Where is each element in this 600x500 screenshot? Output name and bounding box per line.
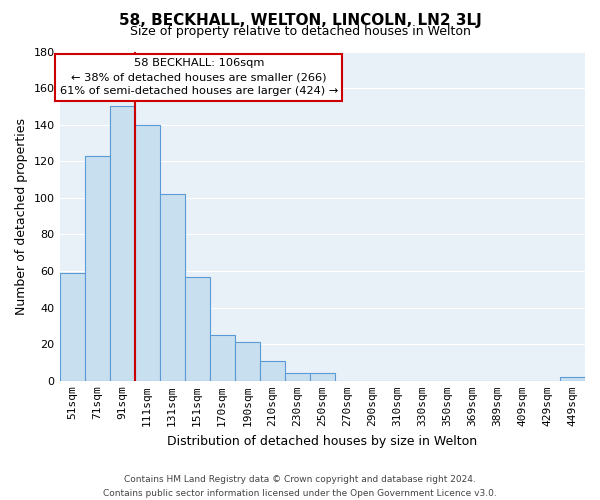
Bar bbox=[260, 360, 285, 381]
Text: 58 BECKHALL: 106sqm
← 38% of detached houses are smaller (266)
61% of semi-detac: 58 BECKHALL: 106sqm ← 38% of detached ho… bbox=[59, 58, 338, 96]
Bar bbox=[185, 276, 209, 381]
Bar bbox=[110, 106, 134, 381]
Bar bbox=[59, 273, 85, 381]
Text: Contains HM Land Registry data © Crown copyright and database right 2024.
Contai: Contains HM Land Registry data © Crown c… bbox=[103, 476, 497, 498]
Bar bbox=[160, 194, 185, 381]
Bar bbox=[134, 124, 160, 381]
Text: Size of property relative to detached houses in Welton: Size of property relative to detached ho… bbox=[130, 25, 470, 38]
Bar bbox=[235, 342, 260, 381]
X-axis label: Distribution of detached houses by size in Welton: Distribution of detached houses by size … bbox=[167, 434, 478, 448]
Bar bbox=[285, 374, 310, 381]
Y-axis label: Number of detached properties: Number of detached properties bbox=[15, 118, 28, 314]
Bar bbox=[85, 156, 110, 381]
Bar bbox=[560, 377, 585, 381]
Bar bbox=[209, 335, 235, 381]
Text: 58, BECKHALL, WELTON, LINCOLN, LN2 3LJ: 58, BECKHALL, WELTON, LINCOLN, LN2 3LJ bbox=[119, 12, 481, 28]
Bar bbox=[310, 374, 335, 381]
